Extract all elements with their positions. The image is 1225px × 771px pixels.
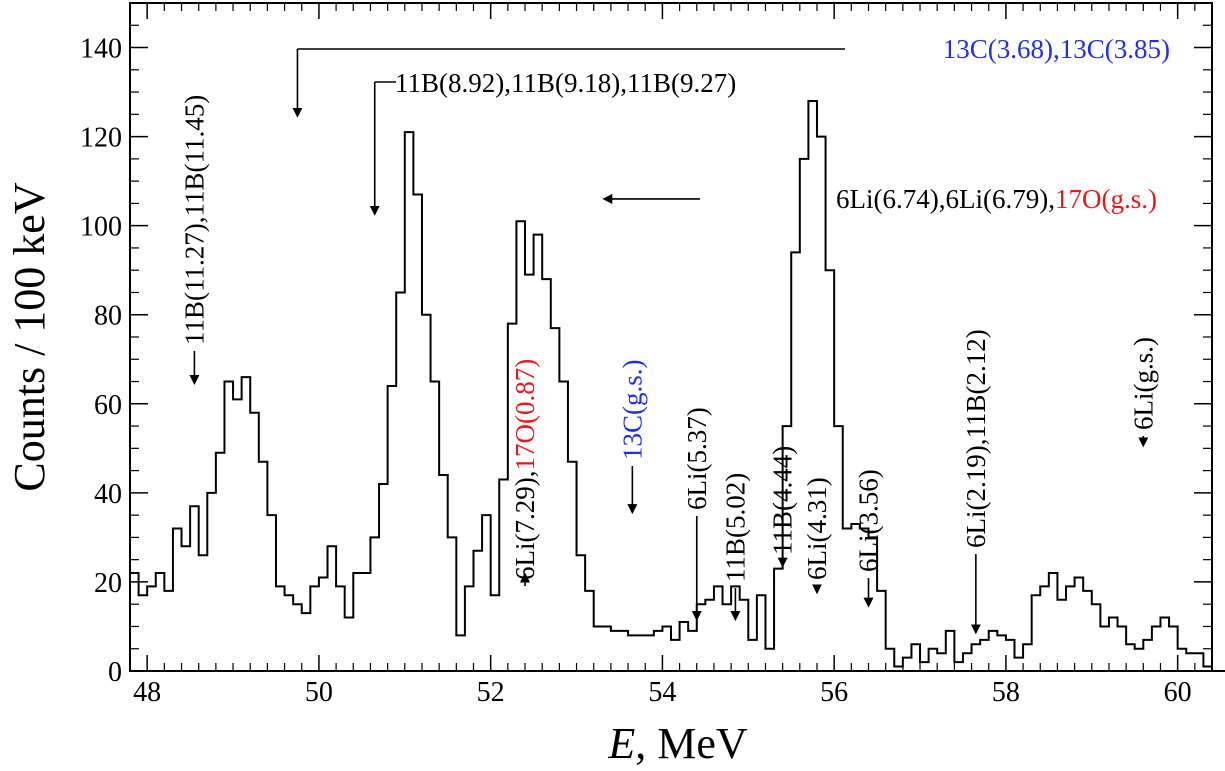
x-axis-label: E, MeV xyxy=(607,719,748,768)
y-tick-label: 140 xyxy=(80,34,122,65)
peak-annotation-label: 6Li(6.74),6Li(6.79),17O(g.s.) xyxy=(836,184,1157,214)
peak-annotation-label: 13C(g.s.) xyxy=(617,360,647,461)
plot-frame xyxy=(129,2,1213,672)
histogram-series xyxy=(130,99,1225,672)
x-tick-label: 60 xyxy=(1164,677,1192,708)
peak-annotation-label: 11B(4.44) xyxy=(768,446,798,555)
x-tick-label: 56 xyxy=(820,677,848,708)
y-tick-label: 60 xyxy=(94,390,122,421)
y-tick-label: 40 xyxy=(94,479,122,510)
x-tick-label: 58 xyxy=(992,677,1020,708)
peak-annotation-label: 6Li(g.s.) xyxy=(1128,337,1158,430)
peak-annotation-label: 6Li(2.19),11B(2.12) xyxy=(961,329,991,548)
peak-annotation-label: 6Li(7.29),17O(0.87) xyxy=(510,359,540,580)
peak-annotation-label: 6Li(4.31) xyxy=(802,477,832,580)
peak-annotation-label: 6Li(3.56) xyxy=(854,469,884,572)
y-tick-label: 100 xyxy=(80,212,122,243)
peak-annotation-label: 6Li(5.37) xyxy=(682,407,712,510)
x-tick-label: 50 xyxy=(305,677,333,708)
y-axis-label: Counts / 100 keV xyxy=(5,182,54,491)
y-tick-label: 0 xyxy=(108,657,122,688)
x-axis-label-unit: , MeV xyxy=(635,719,748,768)
y-tick-label: 20 xyxy=(94,568,122,599)
x-tick-label: 54 xyxy=(648,677,676,708)
x-tick-label: 52 xyxy=(477,677,505,708)
peak-annotation-label: 11B(8.92),11B(9.18),11B(9.27) xyxy=(395,68,736,98)
x-axis-label-symbol: E xyxy=(607,719,635,768)
peak-annotation-label: 11B(11.27),11B(11.45) xyxy=(179,95,209,345)
peak-annotation-label: 13C(3.68),13C(3.85) xyxy=(943,34,1170,64)
peak-annotation-label: 11B(5.02) xyxy=(720,473,750,582)
y-tick-label: 80 xyxy=(94,301,122,332)
x-tick-label: 48 xyxy=(133,677,161,708)
y-tick-label: 120 xyxy=(80,123,122,154)
